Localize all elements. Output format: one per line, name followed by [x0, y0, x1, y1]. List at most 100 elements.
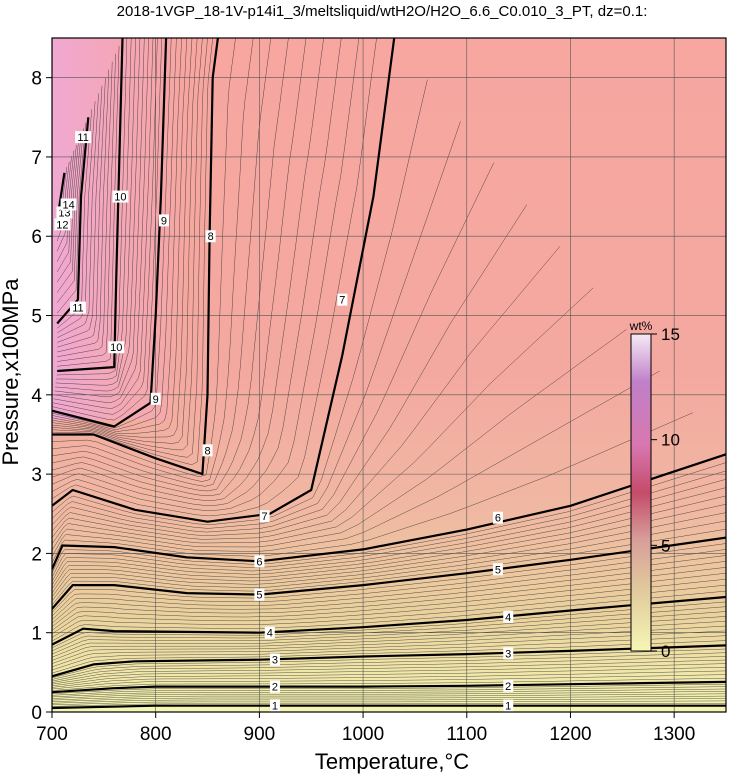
thin-contour	[52, 38, 182, 432]
thin-contour	[57, 93, 99, 338]
y-tick-label: 5	[31, 307, 42, 328]
colorbar: wt% 0 5 10 15	[629, 319, 680, 661]
contour-label: 8	[208, 231, 214, 243]
thin-contour	[52, 38, 360, 511]
contour-label-bg	[269, 653, 280, 666]
thin-contour	[52, 620, 726, 661]
thin-contour	[52, 656, 726, 682]
thin-contour	[52, 503, 726, 594]
thin-contour	[52, 245, 561, 540]
contour-3	[52, 644, 726, 678]
x-axis-title: Temperature,°C	[315, 749, 469, 774]
contour-label-bg	[112, 190, 129, 203]
contour-label: 14	[62, 200, 74, 212]
thin-contour	[52, 520, 726, 602]
thin-contour	[52, 670, 726, 688]
thin-contour	[52, 204, 528, 536]
thin-contour	[57, 69, 110, 353]
contour-7	[52, 38, 396, 523]
contour-label-bg	[264, 626, 275, 639]
contour-label-bg	[503, 699, 514, 712]
contour-label: 4	[505, 612, 511, 624]
thin-contour	[57, 133, 82, 293]
thin-contour	[52, 38, 342, 506]
thin-contour	[52, 38, 162, 421]
contour-label: 10	[110, 342, 122, 354]
thin-contour	[52, 700, 726, 706]
thin-contour	[52, 635, 726, 671]
thin-contour	[56, 38, 128, 376]
thin-contour	[52, 495, 726, 590]
thin-contour	[57, 53, 116, 362]
thin-contour	[53, 38, 154, 409]
thin-contour	[57, 101, 96, 334]
thin-contour	[54, 38, 145, 398]
contour-label-bg	[60, 198, 77, 211]
thin-contour	[55, 38, 136, 386]
contour-label-bg	[259, 510, 270, 523]
thin-contour	[57, 85, 103, 343]
thin-contour	[52, 648, 726, 679]
contour-label: 9	[153, 394, 159, 406]
contour-label: 7	[339, 295, 345, 307]
thin-contour	[56, 38, 132, 380]
thin-contour	[57, 122, 87, 314]
contour-label-bg	[503, 679, 514, 692]
contour-label: 3	[272, 655, 278, 667]
contour-label: 2	[505, 681, 511, 693]
thin-contour	[52, 659, 726, 683]
thin-contour	[57, 128, 84, 303]
contour-11	[56, 117, 90, 325]
contour-label-bg	[54, 218, 71, 231]
thin-contour	[52, 38, 193, 438]
colorbar-tick-label: 10	[661, 431, 680, 450]
contour-label: 9	[161, 215, 167, 227]
thin-contour	[52, 38, 198, 444]
contour-label-bg	[75, 131, 92, 144]
y-tick-label: 7	[31, 148, 42, 169]
colorbar-fill	[630, 333, 652, 652]
thin-contour	[52, 606, 726, 652]
contour-label: 12	[56, 219, 68, 231]
thin-contour	[52, 561, 726, 624]
y-tick-label: 1	[31, 624, 42, 645]
thin-contour	[52, 584, 726, 638]
x-axis: 700 800 900 1000 1100 1200 1300	[36, 712, 695, 745]
colorbar-ticks: 0 5 10 15	[651, 325, 680, 661]
thin-contour	[54, 38, 149, 403]
thin-contour	[52, 674, 726, 690]
contour-label-bg	[150, 392, 161, 405]
contour-4	[52, 595, 726, 646]
thin-contour	[52, 38, 307, 497]
thin-contour	[52, 555, 726, 620]
contour-label-bg	[492, 511, 503, 524]
x-tick-label: 900	[244, 724, 276, 745]
contour-label: 2	[272, 682, 278, 694]
contour-8	[52, 38, 219, 476]
contour-label-bg	[254, 588, 265, 601]
contour-label-bg	[337, 293, 348, 306]
thin-contour	[52, 38, 377, 517]
thin-contour	[52, 329, 627, 551]
contour-label: 4	[267, 628, 273, 640]
y-tick-label: 3	[31, 465, 42, 486]
contour-lines	[52, 38, 726, 710]
x-tick-label: 1200	[549, 724, 591, 745]
colorbar-tick-label: 5	[661, 536, 670, 555]
thin-contour	[52, 611, 726, 655]
thin-contour	[52, 121, 461, 529]
contour-label: 10	[114, 192, 126, 204]
thin-contour	[52, 630, 726, 668]
thin-contour	[52, 38, 203, 451]
contour-label: 8	[204, 445, 210, 457]
thin-contour	[52, 549, 726, 617]
thin-contour	[52, 38, 236, 478]
x-tick-label: 1300	[653, 724, 695, 745]
thin-contour	[57, 109, 92, 329]
contour-label: 11	[77, 132, 88, 144]
thin-contour	[57, 45, 120, 367]
contour-label: 1	[272, 701, 278, 713]
y-tick-label: 2	[31, 544, 42, 565]
contour-label: 5	[256, 590, 262, 602]
